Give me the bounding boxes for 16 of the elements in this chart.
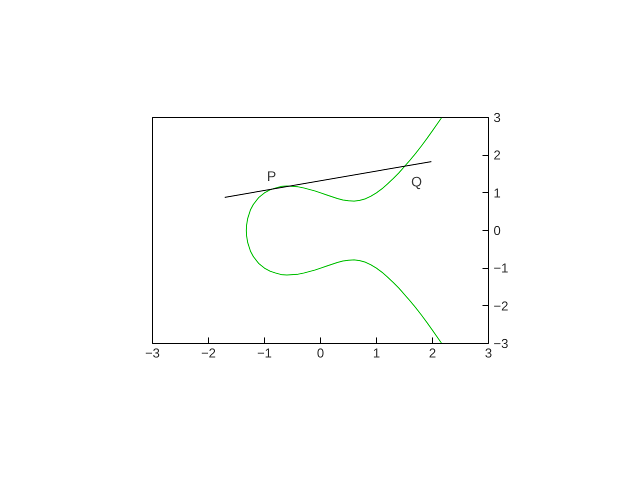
y-tick-label: 1 — [494, 185, 501, 200]
x-tick-label: 2 — [428, 346, 436, 360]
line-series — [246, 118, 442, 344]
x-tick-label: 1 — [372, 346, 380, 360]
x-tick-label: −2 — [201, 346, 216, 360]
y-tick-label: 0 — [494, 223, 501, 238]
x-tick-label: −3 — [145, 346, 160, 360]
x-tick-label: −1 — [257, 346, 272, 360]
y-tick-label: −1 — [494, 260, 508, 276]
y-tick-label: 2 — [494, 148, 501, 163]
y-tick-label: 3 — [494, 110, 501, 125]
x-tick-label: 0 — [316, 346, 324, 360]
annotation: Q — [411, 174, 422, 190]
y-tick-label: −2 — [494, 298, 508, 314]
y-tick-label: −3 — [494, 336, 508, 351]
annotation: P — [266, 168, 276, 184]
